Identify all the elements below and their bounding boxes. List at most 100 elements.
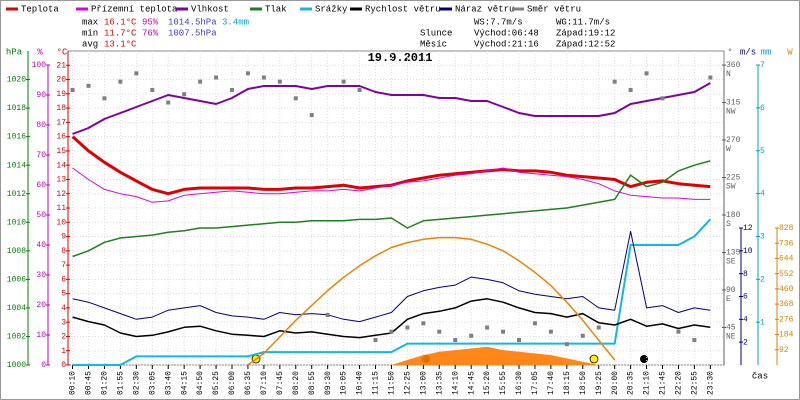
stat: max <box>82 17 98 27</box>
stat: 76% <box>142 28 159 38</box>
y-tick-label: 276 <box>779 315 794 324</box>
y-tick-label: 21 <box>56 61 66 70</box>
y-tick-label: 20 <box>56 76 66 85</box>
y-tick-label: 11 <box>56 204 66 213</box>
x-tick-label: 05:25 <box>212 371 221 395</box>
x-tick-label: 11:50 <box>388 371 397 395</box>
y-tick-label: 552 <box>779 270 794 279</box>
axis-label: mm <box>761 47 772 57</box>
wind-direction-point <box>676 329 681 334</box>
wind-direction-point <box>134 71 139 76</box>
y-tick-label: 10 <box>743 247 753 256</box>
stat: 16.1°C <box>104 17 137 27</box>
y-tick-label: 736 <box>779 239 794 248</box>
x-tick-label: 14:45 <box>467 371 476 395</box>
y-tick-label: 4 <box>61 304 66 313</box>
wind-direction-point <box>644 71 649 76</box>
y-tick-label: 1020 <box>7 76 26 85</box>
x-tick-label: 06:00 <box>228 371 237 395</box>
stat: 3.4mm <box>222 17 249 27</box>
x-tick-label: 21:10 <box>643 371 652 395</box>
wind-direction-point <box>86 83 91 88</box>
y-tick-name: NE <box>726 333 736 342</box>
x-tick-label: 22:55 <box>690 371 699 395</box>
y-tick-label: 1002 <box>7 333 26 342</box>
wind-direction-point <box>118 79 123 84</box>
series-line <box>72 160 711 258</box>
y-tick-name: SE <box>726 258 736 267</box>
wind-direction-point <box>660 96 665 101</box>
x-tick-label: 20:35 <box>627 371 636 395</box>
wind-direction-point <box>70 88 75 92</box>
x-tick-label: 01:20 <box>101 371 110 395</box>
y-tick-label: 2 <box>743 338 748 347</box>
moonrise-marker <box>640 355 648 363</box>
x-tick-label: 08:55 <box>308 371 317 395</box>
info-text: Slunce <box>420 28 452 38</box>
x-tick-label: 04:15 <box>180 371 189 395</box>
legend-item: Srážky <box>300 4 348 14</box>
y-tick-label: 45 <box>726 324 736 333</box>
legend-item: Tlak <box>250 4 287 14</box>
series-line <box>72 167 711 203</box>
wind-direction-point <box>532 321 537 326</box>
y-tick-label: 0 <box>41 361 46 370</box>
y-tick-label: 360 <box>726 61 741 70</box>
axis-label: % <box>37 47 43 57</box>
legend-label: Srážky <box>315 4 348 14</box>
wind-direction-point <box>405 325 410 330</box>
info-text: Západ:12:52 <box>556 39 615 49</box>
y-tick-label: 8 <box>743 270 748 279</box>
y-tick-label: 1004 <box>7 304 26 313</box>
y-tick-label: 92 <box>779 346 789 355</box>
x-tick-label: 18:50 <box>579 371 588 395</box>
legend-item: Vlhkost <box>176 4 229 14</box>
x-tick-label: 07:10 <box>260 371 269 395</box>
x-tick-label: 02:30 <box>132 371 141 395</box>
x-tick-label: 06:35 <box>244 371 253 395</box>
y-tick-label: 3 <box>61 318 66 327</box>
wind-direction-point <box>341 79 346 84</box>
y-tick-label: 3 <box>760 233 765 242</box>
wind-direction-point <box>277 79 282 84</box>
axis-label: hPa <box>6 47 23 57</box>
y-tick-label: 17 <box>56 118 66 127</box>
wind-direction-point <box>389 329 394 334</box>
y-tick-label: 1 <box>760 318 765 327</box>
wind-direction-point <box>612 79 617 84</box>
y-tick-label: 1012 <box>7 190 26 199</box>
y-tick-name: W <box>726 145 731 154</box>
wind-direction-point <box>517 338 521 342</box>
y-tick-label: 6 <box>760 104 765 113</box>
x-tick-label: 13:35 <box>435 371 444 395</box>
stat: 1014.5hPa <box>168 17 217 27</box>
stat: avg <box>82 39 98 49</box>
y-tick-name: E <box>726 295 731 304</box>
x-tick-label: 22:20 <box>675 371 684 395</box>
y-tick-label: 9 <box>61 233 66 242</box>
wind-direction-point <box>421 321 426 326</box>
y-tick-label: 2 <box>760 275 765 284</box>
y-tick-label: 184 <box>779 331 794 340</box>
y-tick-label: 10 <box>36 331 46 340</box>
x-tick-label: 00:10 <box>69 371 78 395</box>
legend-item: Teplota <box>6 4 59 14</box>
x-tick-label: 20:00 <box>611 371 620 395</box>
wind-direction-point <box>596 325 601 330</box>
y-tick-name: S <box>726 220 731 229</box>
info-text: Západ:19:12 <box>556 28 615 38</box>
x-tick-label: 00:45 <box>85 371 94 395</box>
stat: min <box>82 28 98 38</box>
legend-label: Tlak <box>265 4 287 14</box>
legend-label: Směr větru <box>527 4 581 14</box>
wind-direction-point <box>230 88 234 92</box>
y-tick-label: 7 <box>61 261 66 270</box>
x-tick-label: 19:25 <box>595 371 604 395</box>
legend-item: Přízemní teplota <box>76 4 178 14</box>
x-tick-label: 03:40 <box>164 371 173 395</box>
info-text: WS:7.7m/s <box>474 17 523 27</box>
wind-direction-point <box>150 88 155 92</box>
y-tick-label: 4 <box>743 315 748 324</box>
axis-label: °C <box>57 47 68 57</box>
